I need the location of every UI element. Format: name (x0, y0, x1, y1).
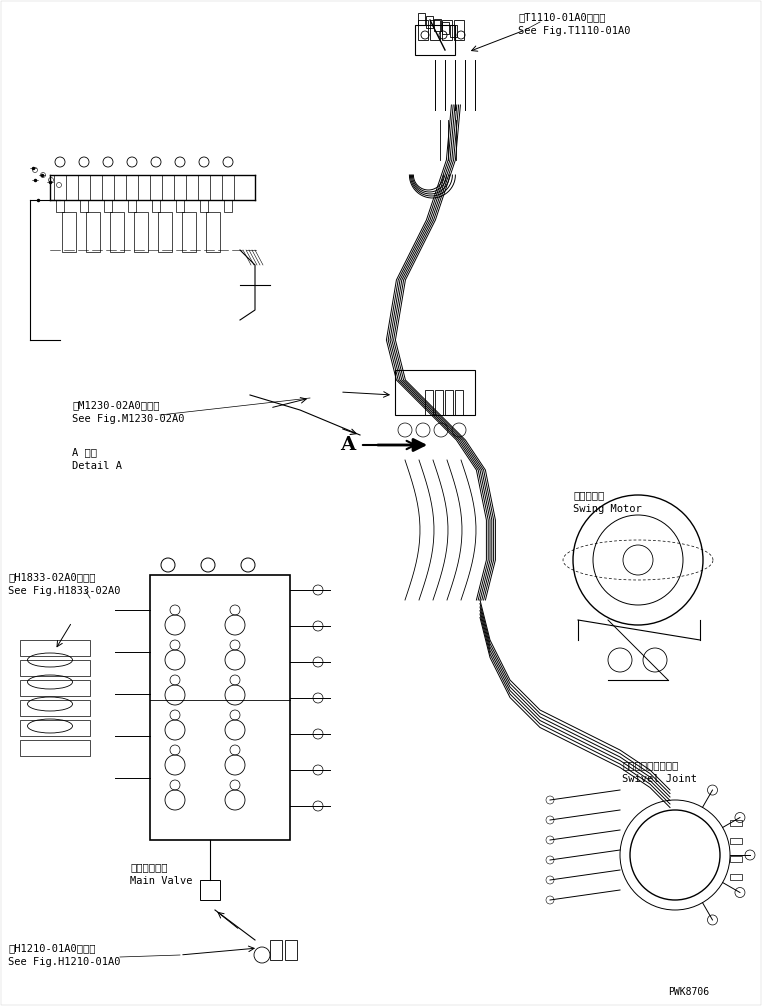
Bar (415, 25, 455, 55)
Bar (20, 720, 90, 736)
Bar (418, 13, 425, 25)
Bar (20, 660, 90, 676)
Bar (434, 19, 441, 31)
Bar (86, 212, 100, 252)
Text: 第M1230-02A0図参照: 第M1230-02A0図参照 (72, 400, 159, 410)
Bar (730, 838, 742, 844)
Bar (62, 212, 76, 252)
Bar (455, 390, 463, 415)
Bar (270, 940, 282, 960)
Bar (56, 200, 64, 212)
Bar (200, 880, 220, 900)
Bar (730, 874, 742, 880)
Bar (20, 640, 90, 656)
Bar (152, 200, 160, 212)
Text: A 詳細: A 詳細 (72, 447, 97, 457)
Text: Swing Motor: Swing Motor (573, 504, 642, 514)
Bar (435, 390, 443, 415)
Bar (425, 390, 433, 415)
Bar (285, 940, 297, 960)
Bar (80, 200, 88, 212)
Bar (395, 370, 475, 415)
Bar (224, 200, 232, 212)
Bar (20, 740, 90, 756)
Bar (104, 200, 112, 212)
Text: スイベルジョイント: スイベルジョイント (622, 760, 678, 770)
Bar (200, 200, 208, 212)
Text: Swivel Joint: Swivel Joint (622, 774, 697, 784)
Bar (442, 22, 449, 34)
Bar (174, 175, 186, 200)
Bar (20, 700, 90, 716)
Text: Main Valve: Main Valve (130, 876, 193, 886)
Text: See Fig.H1833-02A0: See Fig.H1833-02A0 (8, 586, 120, 596)
Bar (222, 175, 234, 200)
Bar (54, 175, 66, 200)
Bar (198, 175, 210, 200)
Text: 第H1210-01A0図参照: 第H1210-01A0図参照 (8, 943, 95, 953)
Bar (158, 212, 172, 252)
Bar (445, 390, 453, 415)
Text: 第T1110-01A0図参照: 第T1110-01A0図参照 (518, 12, 606, 22)
Bar (150, 175, 162, 200)
Text: See Fig.H1210-01A0: See Fig.H1210-01A0 (8, 957, 120, 967)
Text: 第H1833-02A0図参照: 第H1833-02A0図参照 (8, 572, 95, 582)
Bar (730, 820, 742, 826)
Text: PWK8706: PWK8706 (668, 987, 709, 997)
Bar (20, 680, 90, 696)
Bar (442, 20, 452, 40)
Bar (126, 175, 138, 200)
Bar (450, 25, 457, 37)
Bar (430, 20, 440, 40)
Bar (102, 175, 114, 200)
Text: See Fig.T1110-01A0: See Fig.T1110-01A0 (518, 26, 630, 36)
Bar (128, 200, 136, 212)
Bar (182, 212, 196, 252)
Bar (110, 212, 124, 252)
Bar (206, 212, 220, 252)
Bar (150, 575, 290, 840)
Text: Detail A: Detail A (72, 461, 122, 471)
Text: 旋回モータ: 旋回モータ (573, 490, 604, 500)
Bar (418, 20, 428, 40)
Text: See Fig.M1230-02A0: See Fig.M1230-02A0 (72, 414, 184, 424)
Bar (426, 16, 433, 28)
Bar (454, 20, 464, 40)
Bar (176, 200, 184, 212)
Bar (134, 212, 148, 252)
Bar (78, 175, 90, 200)
Text: A: A (340, 436, 355, 454)
Bar (730, 856, 742, 862)
Text: メインバルブ: メインバルブ (130, 862, 168, 872)
